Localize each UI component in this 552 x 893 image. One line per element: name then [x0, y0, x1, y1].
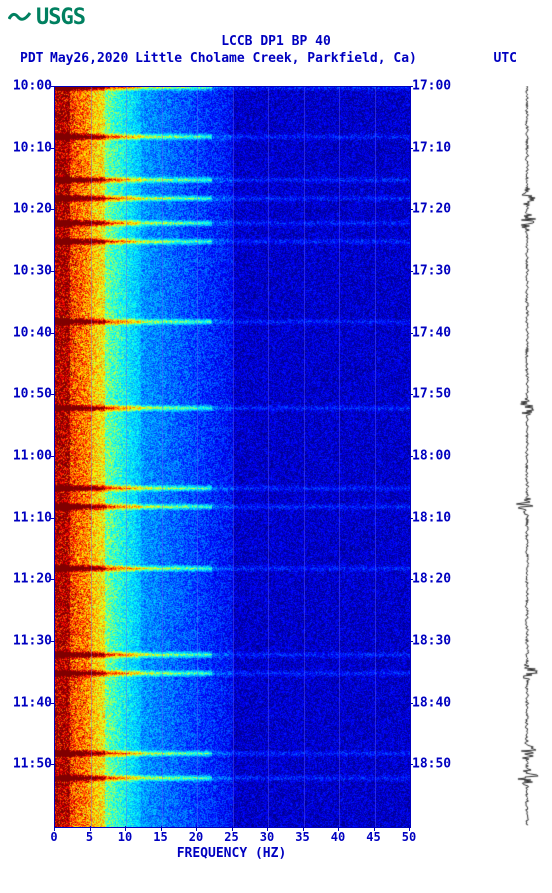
gridline — [162, 87, 163, 827]
logo-text: USGS — [36, 5, 85, 30]
y-tick-mark — [409, 764, 413, 765]
y-tick-mark — [409, 271, 413, 272]
x-tick-label: 50 — [402, 830, 416, 844]
gridline — [304, 87, 305, 827]
gridline — [91, 87, 92, 827]
y-tick-left-label: 11:40 — [13, 695, 52, 710]
chart-title: LCCB DP1 BP 40 — [0, 34, 552, 49]
y-tick-left-label: 11:30 — [13, 634, 52, 649]
waveform-trace — [512, 86, 542, 826]
gridline — [126, 87, 127, 827]
y-tick-mark — [51, 209, 55, 210]
y-tick-right-label: 17:40 — [412, 325, 451, 340]
gridline — [197, 87, 198, 827]
gridline — [375, 87, 376, 827]
y-tick-right-label: 17:30 — [412, 264, 451, 279]
y-tick-mark — [409, 333, 413, 334]
y-tick-mark — [51, 703, 55, 704]
y-tick-mark — [51, 579, 55, 580]
logo-wave-icon — [8, 6, 32, 30]
y-tick-mark — [409, 209, 413, 210]
chart-date: May26,2020 — [50, 51, 128, 66]
y-tick-right-label: 18:00 — [412, 449, 451, 464]
y-tick-right-label: 17:20 — [412, 202, 451, 217]
x-tick-label: 5 — [86, 830, 93, 844]
y-tick-right-label: 17:50 — [412, 387, 451, 402]
y-tick-left-label: 11:20 — [13, 572, 52, 587]
gridline — [268, 87, 269, 827]
y-tick-left-label: 10:20 — [13, 202, 52, 217]
y-tick-left-label: 10:10 — [13, 140, 52, 155]
x-tick-label: 35 — [295, 830, 309, 844]
gridline — [233, 87, 234, 827]
x-tick-label: 20 — [189, 830, 203, 844]
x-tick-label: 30 — [260, 830, 274, 844]
y-tick-left-label: 10:40 — [13, 325, 52, 340]
y-tick-mark — [409, 518, 413, 519]
y-tick-right-label: 18:30 — [412, 634, 451, 649]
y-tick-mark — [51, 271, 55, 272]
chart-subtitle-row: PDT May26,2020 Little Cholame Creek, Par… — [0, 51, 552, 66]
x-tick-label: 15 — [153, 830, 167, 844]
y-tick-left-label: 10:30 — [13, 264, 52, 279]
y-tick-left-label: 10:00 — [13, 79, 52, 94]
y-tick-mark — [409, 703, 413, 704]
y-tick-mark — [409, 579, 413, 580]
y-tick-right-label: 17:00 — [412, 79, 451, 94]
timezone-right: UTC — [494, 51, 517, 66]
y-tick-mark — [409, 456, 413, 457]
gridline — [339, 87, 340, 827]
y-tick-mark — [51, 518, 55, 519]
y-tick-mark — [51, 148, 55, 149]
y-tick-left-label: 10:50 — [13, 387, 52, 402]
y-tick-right-label: 18:10 — [412, 510, 451, 525]
y-tick-mark — [409, 86, 413, 87]
y-tick-mark — [51, 394, 55, 395]
y-tick-mark — [409, 148, 413, 149]
y-tick-right-label: 18:50 — [412, 757, 451, 772]
y-tick-left-label: 11:00 — [13, 449, 52, 464]
y-tick-mark — [51, 764, 55, 765]
chart-header: LCCB DP1 BP 40 PDT May26,2020 Little Cho… — [0, 34, 552, 66]
y-tick-left-label: 11:10 — [13, 510, 52, 525]
y-tick-right-label: 17:10 — [412, 140, 451, 155]
y-tick-mark — [51, 86, 55, 87]
y-tick-right-label: 18:20 — [412, 572, 451, 587]
spectrogram-plot — [54, 86, 411, 828]
usgs-logo: USGS — [8, 5, 85, 30]
x-tick-label: 0 — [50, 830, 57, 844]
y-tick-mark — [409, 641, 413, 642]
x-tick-label: 10 — [118, 830, 132, 844]
y-tick-mark — [409, 394, 413, 395]
x-tick-label: 25 — [224, 830, 238, 844]
y-tick-right-label: 18:40 — [412, 695, 451, 710]
x-tick-label: 45 — [366, 830, 380, 844]
y-tick-mark — [51, 333, 55, 334]
timezone-left: PDT — [20, 51, 43, 66]
x-tick-label: 40 — [331, 830, 345, 844]
chart-location: Little Cholame Creek, Parkfield, Ca) — [135, 51, 417, 66]
waveform-canvas — [512, 86, 542, 826]
y-tick-mark — [51, 641, 55, 642]
y-tick-mark — [51, 456, 55, 457]
y-tick-left-label: 11:50 — [13, 757, 52, 772]
x-axis-label: FREQUENCY (HZ) — [54, 846, 409, 861]
